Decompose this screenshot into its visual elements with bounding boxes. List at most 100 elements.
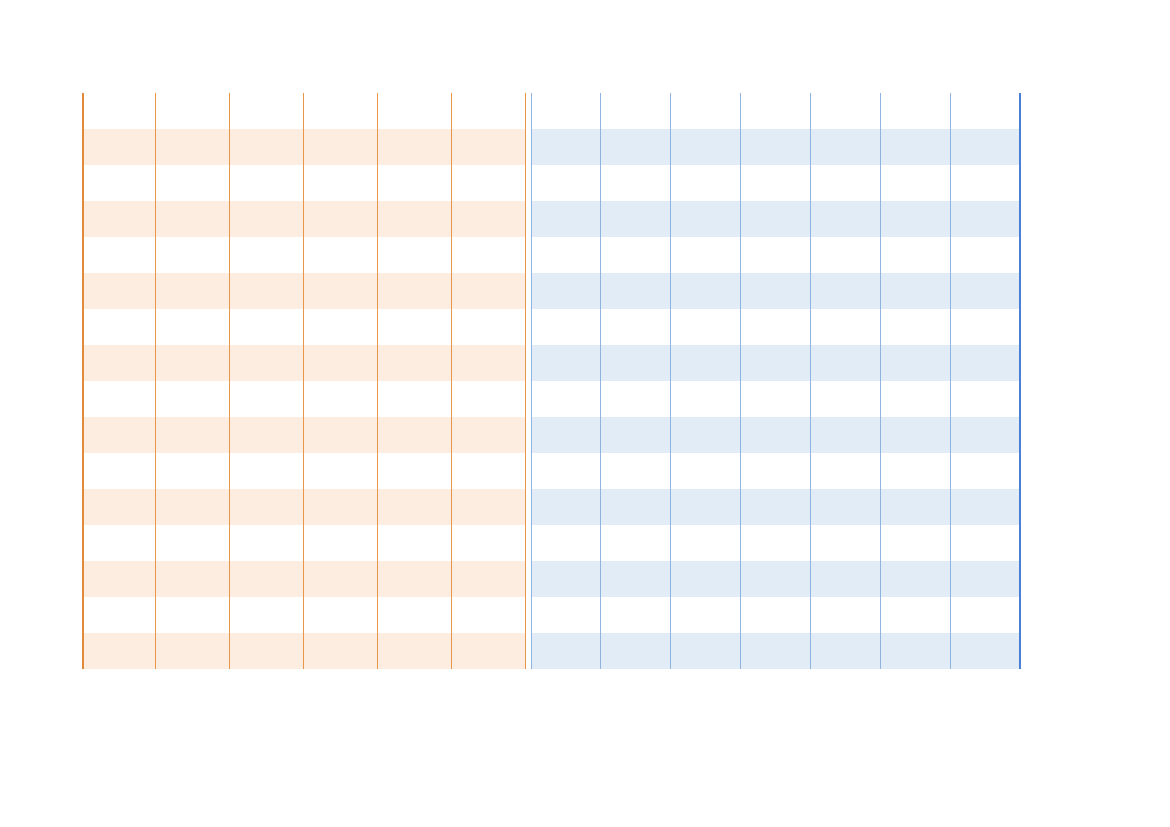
- table-cell: [230, 597, 304, 633]
- table-cell: [741, 93, 811, 129]
- table-cell: [82, 345, 156, 381]
- table-cell: [671, 633, 741, 669]
- table-cell: [951, 129, 1021, 165]
- table-cell: [304, 597, 378, 633]
- table-cell: [811, 633, 881, 669]
- table-cell: [378, 381, 452, 417]
- table-cell: [531, 561, 601, 597]
- table-cell: [531, 273, 601, 309]
- table-row: [82, 453, 526, 489]
- table-cell: [601, 165, 671, 201]
- table-cell: [741, 633, 811, 669]
- table-row: [531, 345, 1021, 381]
- table-cell: [304, 201, 378, 237]
- table-cell: [811, 417, 881, 453]
- table-cell: [951, 633, 1021, 669]
- table-cell: [452, 273, 526, 309]
- table-cell: [951, 201, 1021, 237]
- table-cell: [452, 597, 526, 633]
- table-cell: [82, 597, 156, 633]
- table-cell: [601, 309, 671, 345]
- table-cell: [378, 597, 452, 633]
- table-cell: [881, 489, 951, 525]
- table-cell: [452, 129, 526, 165]
- table-cell: [304, 489, 378, 525]
- table-cell: [951, 93, 1021, 129]
- table-cell: [811, 381, 881, 417]
- table-row: [82, 561, 526, 597]
- table-cell: [531, 417, 601, 453]
- table-cell: [156, 345, 230, 381]
- table-cell: [601, 345, 671, 381]
- table-cell: [531, 237, 601, 273]
- table-cell: [811, 129, 881, 165]
- table-cell: [378, 237, 452, 273]
- table-cell: [531, 93, 601, 129]
- table-cell: [811, 597, 881, 633]
- table-cell: [601, 561, 671, 597]
- table-cell: [156, 129, 230, 165]
- table-cell: [230, 417, 304, 453]
- table-cell: [156, 633, 230, 669]
- table-cell: [230, 633, 304, 669]
- table-cell: [156, 381, 230, 417]
- table-cell: [156, 201, 230, 237]
- table-cell: [601, 237, 671, 273]
- table-cell: [951, 417, 1021, 453]
- table-cell: [951, 453, 1021, 489]
- table-cell: [230, 489, 304, 525]
- table-cell: [881, 597, 951, 633]
- table-cell: [156, 489, 230, 525]
- table-cell: [741, 561, 811, 597]
- table-row: [82, 93, 526, 129]
- table-cell: [304, 309, 378, 345]
- table-row: [531, 273, 1021, 309]
- table-cell: [671, 345, 741, 381]
- table-cell: [531, 129, 601, 165]
- table-cell: [741, 273, 811, 309]
- table-row: [531, 201, 1021, 237]
- table-cell: [304, 633, 378, 669]
- table-cell: [671, 273, 741, 309]
- table-cell: [881, 381, 951, 417]
- table-cell: [452, 345, 526, 381]
- table-cell: [452, 201, 526, 237]
- table-cell: [452, 633, 526, 669]
- table-cell: [304, 525, 378, 561]
- table-cell: [230, 345, 304, 381]
- table-cell: [531, 201, 601, 237]
- table-cell: [156, 165, 230, 201]
- table-cell: [881, 561, 951, 597]
- table-cell: [378, 489, 452, 525]
- table-row: [531, 417, 1021, 453]
- table-cell: [951, 237, 1021, 273]
- table-cell: [601, 633, 671, 669]
- table-cell: [230, 561, 304, 597]
- table-cell: [452, 237, 526, 273]
- table-cell: [304, 93, 378, 129]
- table-cell: [881, 525, 951, 561]
- right-table: [531, 93, 1021, 669]
- table-cell: [452, 381, 526, 417]
- table-cell: [951, 345, 1021, 381]
- table-cell: [452, 561, 526, 597]
- table-cell: [601, 93, 671, 129]
- table-row: [531, 597, 1021, 633]
- table-cell: [156, 453, 230, 489]
- table-cell: [811, 237, 881, 273]
- table-cell: [811, 273, 881, 309]
- table-cell: [304, 561, 378, 597]
- table-cell: [601, 381, 671, 417]
- table-cell: [531, 633, 601, 669]
- table-row: [82, 165, 526, 201]
- table-row: [531, 453, 1021, 489]
- table-row: [531, 381, 1021, 417]
- table-cell: [230, 381, 304, 417]
- table-cell: [378, 273, 452, 309]
- table-cell: [881, 417, 951, 453]
- table-cell: [82, 561, 156, 597]
- table-cell: [741, 201, 811, 237]
- table-row: [531, 561, 1021, 597]
- table-cell: [741, 309, 811, 345]
- table-row: [82, 237, 526, 273]
